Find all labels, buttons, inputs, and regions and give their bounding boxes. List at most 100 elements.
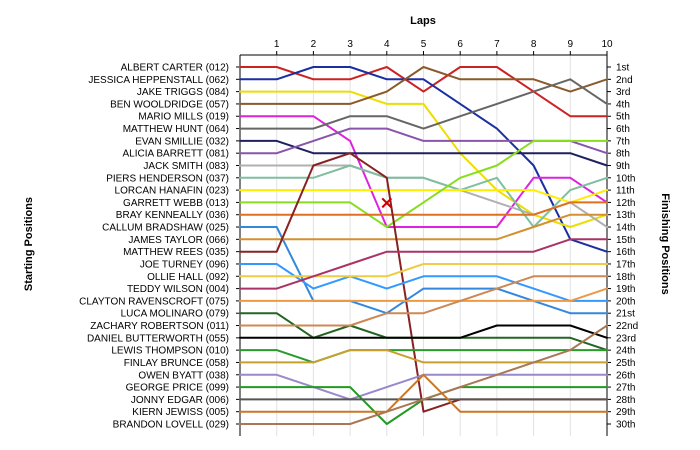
finishing-position-label: 4th bbox=[616, 99, 630, 110]
series-line bbox=[239, 263, 608, 278]
finishing-position-label: 28th bbox=[616, 395, 635, 406]
starting-position-label: JONNY EDGAR (006) bbox=[131, 395, 229, 406]
lap-tick-label: 10 bbox=[601, 39, 613, 50]
series-line bbox=[239, 349, 608, 364]
finishing-position-label: 14th bbox=[616, 223, 635, 234]
finishing-position-label: 21st bbox=[616, 309, 635, 320]
finishing-position-label: 19th bbox=[616, 284, 635, 295]
y-axis-title-left: Starting Positions bbox=[23, 197, 35, 291]
series-line bbox=[239, 373, 608, 413]
series-lines bbox=[239, 66, 608, 425]
starting-position-label: JAKE TRIGGS (084) bbox=[137, 87, 229, 98]
starting-position-label: JESSICA HEPPENSTALL (062) bbox=[88, 75, 229, 86]
series-line bbox=[239, 324, 608, 425]
starting-position-label: EVAN SMILLIE (032) bbox=[135, 136, 229, 147]
starting-position-label: CALLUM BRADSHAW (025) bbox=[102, 223, 229, 234]
finishing-position-label: 20th bbox=[616, 296, 635, 307]
starting-position-label: CLAYTON RAVENSCROFT (075) bbox=[79, 296, 229, 307]
finishing-position-label: 2nd bbox=[616, 75, 633, 86]
series-line bbox=[239, 349, 608, 364]
starting-position-label: ZACHARY ROBERTSON (011) bbox=[90, 321, 229, 332]
lap-tick-label: 1 bbox=[274, 39, 280, 50]
finishing-position-label: 3rd bbox=[616, 87, 630, 98]
finishing-position-label: 10th bbox=[616, 173, 635, 184]
finishing-position-label: 15th bbox=[616, 235, 635, 246]
finishing-position-label: 13th bbox=[616, 210, 635, 221]
starting-position-label: LUCA MOLINARO (079) bbox=[121, 309, 229, 320]
lap-tick-label: 5 bbox=[421, 39, 427, 50]
starting-position-label: TEDDY WILSON (004) bbox=[127, 284, 229, 295]
starting-position-label: BRAY KENNEALLY (036) bbox=[116, 210, 229, 221]
finishing-position-label: 5th bbox=[616, 112, 630, 123]
starting-position-label: JAMES TAYLOR (066) bbox=[128, 235, 229, 246]
starting-position-label: OWEN BYATT (038) bbox=[138, 370, 229, 381]
series-line bbox=[239, 164, 608, 228]
x-axis-title: Laps bbox=[410, 15, 436, 27]
starting-position-label: OLLIE HALL (092) bbox=[147, 272, 229, 283]
finishing-position-label: 29th bbox=[616, 407, 635, 418]
starting-position-label: GARRETT WEBB (013) bbox=[123, 198, 229, 209]
finishing-position-label: 7th bbox=[616, 136, 630, 147]
markers: × bbox=[379, 192, 394, 213]
lap-tick-labels: 1 2 3 4 5 6 7 8 9 10 bbox=[274, 39, 613, 50]
starting-position-label: MATTHEW REES (035) bbox=[123, 247, 229, 258]
series-line bbox=[239, 287, 608, 302]
lap-tick-label: 9 bbox=[568, 39, 574, 50]
finishing-position-label: 12th bbox=[616, 198, 635, 209]
finishing-position-label: 6th bbox=[616, 124, 630, 135]
series-line bbox=[239, 139, 608, 167]
finishing-position-label: 1st bbox=[616, 63, 630, 74]
lap-tick-label: 8 bbox=[531, 39, 537, 50]
starting-position-labels: ALBERT CARTER (012)JESSICA HEPPENSTALL (… bbox=[79, 63, 229, 431]
series-line bbox=[239, 201, 608, 216]
finishing-position-label: 18th bbox=[616, 272, 635, 283]
finishing-position-label: 23rd bbox=[616, 333, 636, 344]
finishing-position-label: 26th bbox=[616, 370, 635, 381]
gridlines bbox=[276, 55, 608, 436]
finishing-position-label: 8th bbox=[616, 149, 630, 160]
starting-position-label: JACK SMITH (083) bbox=[143, 161, 229, 172]
starting-position-label: GEORGE PRICE (099) bbox=[126, 383, 229, 394]
starting-position-label: LORCAN HANAFIN (023) bbox=[115, 186, 229, 197]
starting-position-label: JOE TURNEY (096) bbox=[140, 259, 229, 270]
series-line bbox=[239, 115, 608, 228]
lap-tick-label: 6 bbox=[457, 39, 463, 50]
finishing-position-label: 24th bbox=[616, 346, 635, 357]
starting-position-label: ALBERT CARTER (012) bbox=[121, 63, 229, 74]
series-line bbox=[239, 66, 608, 105]
y-axis-title-right: Finishing Positions bbox=[659, 193, 671, 294]
starting-position-label: BEN WOOLDRIDGE (057) bbox=[110, 99, 229, 110]
series-line bbox=[239, 90, 608, 228]
series-line bbox=[239, 66, 608, 253]
lap-tick-label: 2 bbox=[311, 39, 317, 50]
finishing-position-label: 17th bbox=[616, 259, 635, 270]
series-line bbox=[239, 139, 608, 228]
finishing-position-label: 16th bbox=[616, 247, 635, 258]
series-line bbox=[239, 238, 608, 290]
starting-position-label: MATTHEW HUNT (064) bbox=[123, 124, 229, 135]
finishing-position-label: 30th bbox=[616, 420, 635, 431]
series-line bbox=[239, 66, 608, 118]
starting-position-label: MARIO MILLS (019) bbox=[138, 112, 229, 123]
starting-position-label: PIERS HENDERSON (037) bbox=[106, 173, 229, 184]
series-line bbox=[239, 275, 608, 327]
series-line bbox=[239, 213, 608, 241]
starting-position-label: LEWIS THOMPSON (010) bbox=[111, 346, 229, 357]
starting-position-label: ALICIA BARRETT (081) bbox=[122, 149, 229, 160]
series-line bbox=[239, 324, 608, 339]
finishing-position-label: 22nd bbox=[616, 321, 638, 332]
starting-position-label: BRANDON LOVELL (029) bbox=[113, 420, 229, 431]
lap-tick-label: 4 bbox=[384, 39, 390, 50]
starting-position-label: FINLAY BRUNCE (058) bbox=[124, 358, 229, 369]
finishing-position-labels: 1st2nd3rd4th5th6th7th8th9th10th11th12th1… bbox=[616, 63, 638, 431]
finishing-position-label: 25th bbox=[616, 358, 635, 369]
finishing-position-label: 11th bbox=[616, 186, 635, 197]
finishing-position-label: 9th bbox=[616, 161, 630, 172]
lap-tick-label: 7 bbox=[494, 39, 500, 50]
starting-position-label: DANIEL BUTTERWORTH (055) bbox=[87, 333, 229, 344]
finishing-position-label: 27th bbox=[616, 383, 635, 394]
axes bbox=[236, 51, 611, 436]
retirement-marker: × bbox=[379, 192, 394, 213]
series-line bbox=[239, 189, 608, 204]
